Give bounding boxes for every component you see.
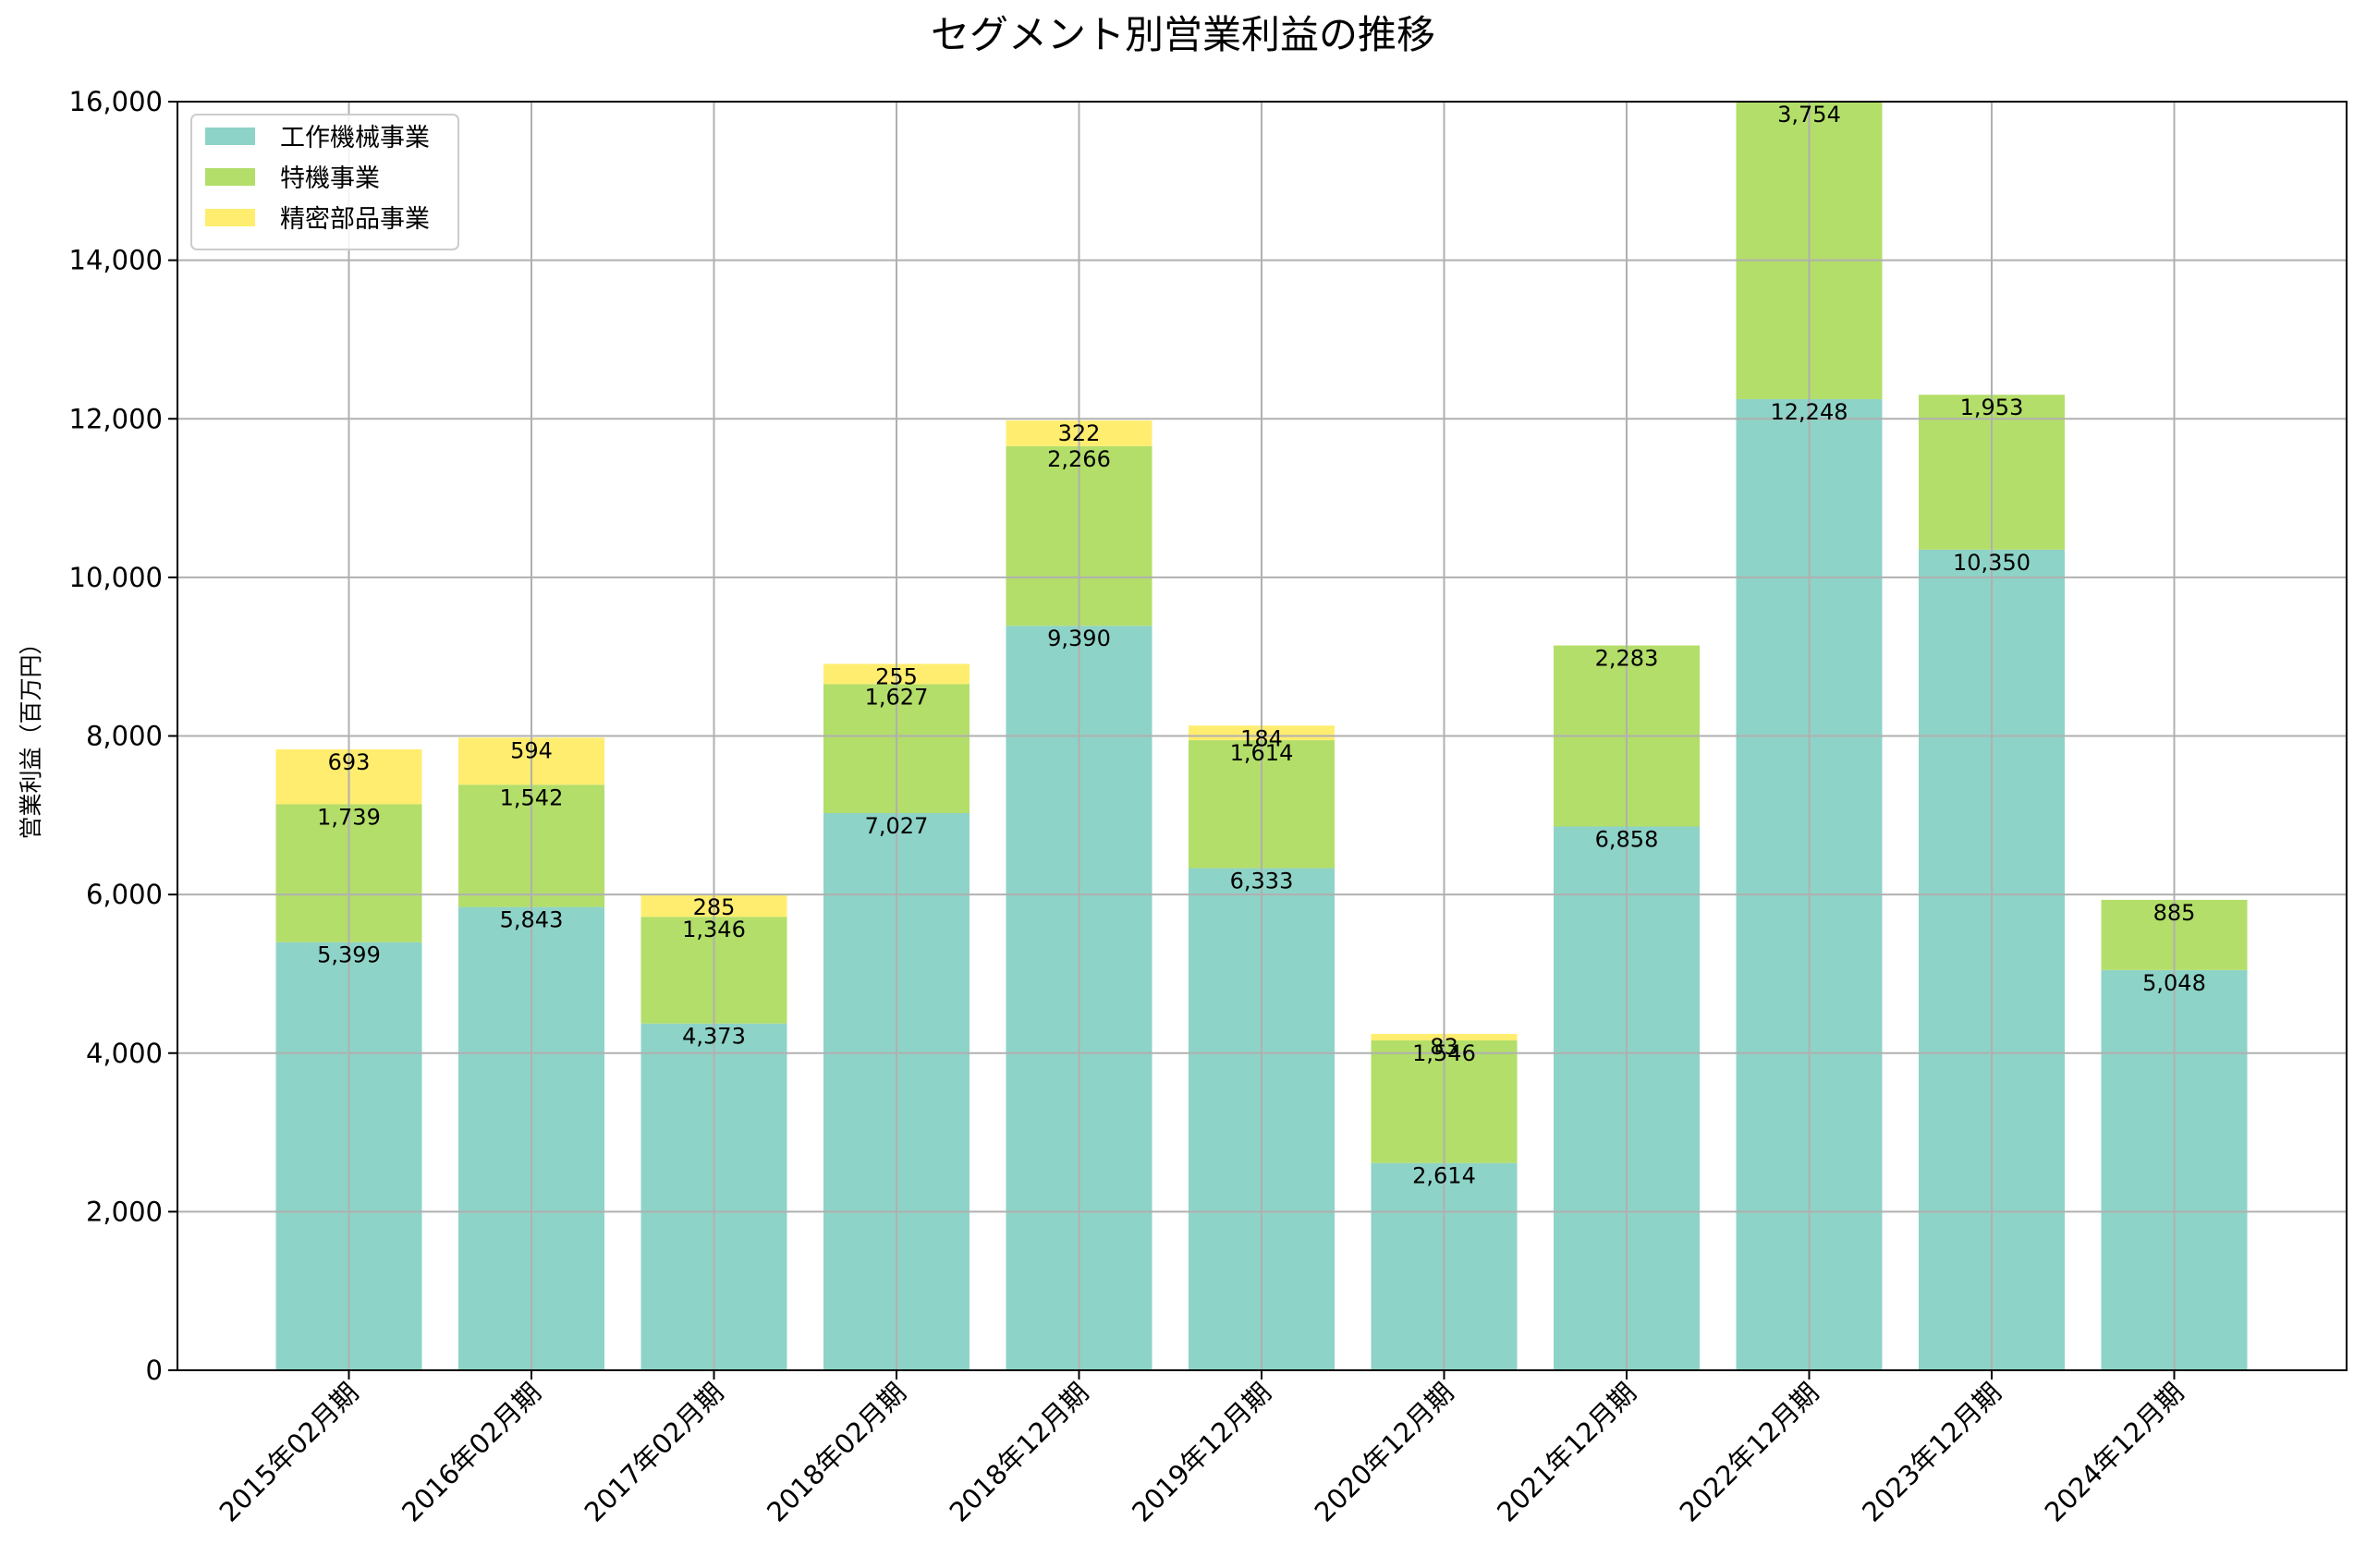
y-tick-label: 12,000 bbox=[69, 403, 163, 434]
data-label: 1,614 bbox=[1230, 740, 1294, 766]
legend-label: 工作機械事業 bbox=[280, 124, 430, 152]
data-label: 2,266 bbox=[1047, 446, 1111, 472]
data-label: 184 bbox=[1240, 725, 1283, 751]
data-label: 1,953 bbox=[1960, 395, 2024, 420]
data-label: 83 bbox=[1430, 1034, 1458, 1060]
data-label: 5,843 bbox=[500, 907, 564, 933]
data-label: 1,739 bbox=[317, 804, 381, 830]
grid-lines bbox=[177, 101, 2347, 1371]
y-tick-label: 14,000 bbox=[69, 245, 163, 276]
y-axis: 0 2,000 4,000 6,000 8,000 10,000 12,000 14,000 1… bbox=[69, 86, 177, 1386]
data-label: 1,546 bbox=[1412, 1040, 1476, 1066]
data-label: 285 bbox=[693, 894, 736, 920]
x-tick-label: 2021年12月期 bbox=[1491, 1377, 1642, 1528]
x-axis: 2015年02月期 2016年02月期 2017年02月期 2018年02月期 2018… bbox=[213, 1370, 2190, 1528]
x-tick-label: 2024年12月期 bbox=[2039, 1377, 2190, 1528]
data-label: 4,373 bbox=[682, 1024, 746, 1050]
y-tick-label: 16,000 bbox=[69, 86, 163, 117]
legend-swatch bbox=[205, 168, 255, 186]
y-axis-label: 営業利益（百万円） bbox=[18, 631, 44, 839]
x-tick-label: 2015年02月期 bbox=[213, 1377, 365, 1528]
data-label: 10,350 bbox=[1953, 550, 2031, 576]
data-label: 5,048 bbox=[2142, 970, 2206, 996]
data-label: 9,390 bbox=[1047, 626, 1111, 651]
x-tick-label: 2019年12月期 bbox=[1126, 1377, 1277, 1528]
y-tick-label: 6,000 bbox=[86, 879, 163, 910]
data-label: 594 bbox=[510, 737, 553, 763]
data-label: 5,399 bbox=[317, 942, 381, 968]
data-label: 693 bbox=[328, 749, 371, 775]
data-label: 885 bbox=[2153, 900, 2196, 926]
data-label: 1,627 bbox=[865, 684, 929, 710]
legend-label: 精密部品事業 bbox=[280, 205, 430, 234]
data-label: 1,346 bbox=[682, 917, 746, 942]
x-tick-label: 2017年02月期 bbox=[579, 1377, 730, 1528]
legend-box bbox=[190, 114, 459, 250]
data-label: 2,283 bbox=[1595, 646, 1659, 672]
x-tick-label: 2016年02月期 bbox=[396, 1377, 547, 1528]
data-label: 3,754 bbox=[1777, 102, 1841, 128]
x-tick-label: 2022年12月期 bbox=[1674, 1377, 1825, 1528]
data-label: 12,248 bbox=[1771, 399, 1848, 425]
data-label: 6,333 bbox=[1230, 869, 1294, 894]
legend-swatch bbox=[205, 128, 255, 145]
legend-swatch bbox=[205, 209, 255, 226]
data-label: 255 bbox=[875, 663, 918, 689]
x-tick-label: 2018年12月期 bbox=[944, 1377, 1095, 1528]
data-label: 2,614 bbox=[1412, 1163, 1476, 1189]
y-tick-label: 4,000 bbox=[86, 1038, 163, 1069]
data-label: 322 bbox=[1058, 420, 1101, 446]
data-label: 1,542 bbox=[500, 784, 564, 810]
data-label: 7,027 bbox=[865, 813, 929, 839]
chart-title: セグメント別営業利益の推移 bbox=[931, 12, 1435, 57]
y-tick-label: 0 bbox=[146, 1355, 163, 1386]
y-tick-label: 8,000 bbox=[86, 721, 163, 752]
x-tick-label: 2023年12月期 bbox=[1856, 1377, 2007, 1528]
x-tick-label: 2020年12月期 bbox=[1309, 1377, 1460, 1528]
y-tick-label: 2,000 bbox=[86, 1196, 163, 1227]
data-label: 6,858 bbox=[1595, 826, 1659, 852]
legend-label: 特機事業 bbox=[280, 164, 380, 193]
x-tick-label: 2018年02月期 bbox=[761, 1377, 912, 1528]
y-tick-label: 10,000 bbox=[69, 562, 163, 593]
